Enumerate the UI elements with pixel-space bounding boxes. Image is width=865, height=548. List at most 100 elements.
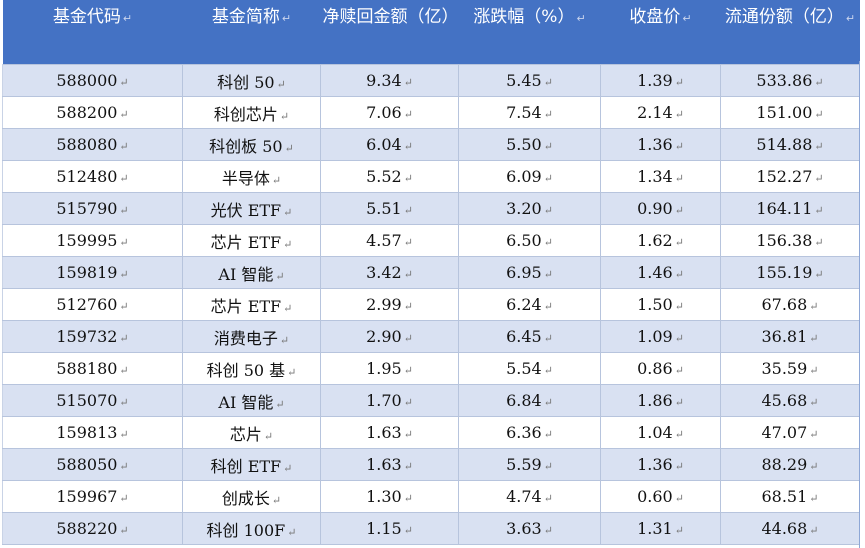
cell-shares: 156.38 ↵ — [720, 224, 860, 257]
cell-change-pct: 5.50 ↵ — [458, 128, 601, 161]
table-row: 588000 ↵ 科创 50 ↵ 9.34 ↵ 5.45 ↵ 1.39 ↵ 533.86 ↵ — [2, 64, 860, 97]
cell-net-redemption: 2.90 ↵ — [320, 320, 459, 353]
cell-name: AI 智能 ↵ — [182, 384, 321, 417]
cell-close-price: 1.36 ↵ — [600, 448, 721, 481]
cell-code: 588050 ↵ — [2, 448, 183, 481]
cell-name: 芯片 ETF ↵ — [182, 288, 321, 321]
cell-net-redemption: 1.95 ↵ — [320, 352, 459, 385]
table-row: 159995 ↵ 芯片 ETF ↵ 4.57 ↵ 6.50 ↵ 1.62 ↵ 156.38 ↵ — [2, 224, 860, 257]
cell-shares: 44.68 ↵ — [720, 512, 860, 545]
cell-close-price: 1.86 ↵ — [600, 384, 721, 417]
cell-shares: 533.86 ↵ — [720, 64, 860, 97]
cell-close-price: 1.34 ↵ — [600, 160, 721, 193]
column-header-name: 基金简称 ↵ — [182, 0, 321, 65]
table-row: 588220 ↵ 科创 100F ↵ 1.15 ↵ 3.63 ↵ 1.31 ↵ 44.68 ↵ — [2, 512, 860, 545]
cell-net-redemption: 2.99 ↵ — [320, 288, 459, 321]
table-row: 512480 ↵ 半导体 ↵ 5.52 ↵ 6.09 ↵ 1.34 ↵ 152.27 ↵ — [2, 160, 860, 193]
cell-close-price: 1.31 ↵ — [600, 512, 721, 545]
cell-name: 光伏 ETF ↵ — [182, 192, 321, 225]
cell-close-price: 1.39 ↵ — [600, 64, 721, 97]
cell-shares: 36.81 ↵ — [720, 320, 860, 353]
column-header-net-redemption: 净赎回金额（亿） — [320, 0, 459, 65]
cell-name: 科创 50 ↵ — [182, 64, 321, 97]
header-row: 基金代码 ↵ 基金简称 ↵ 净赎回金额（亿） 涨跌幅（%） ↵ 收盘价 ↵ 流通份额（亿… — [2, 0, 860, 65]
cell-change-pct: 6.84 ↵ — [458, 384, 601, 417]
column-header-close-price: 收盘价 ↵ — [600, 0, 721, 65]
cell-net-redemption: 1.63 ↵ — [320, 448, 459, 481]
table-row: 588050 ↵ 科创 ETF ↵ 1.63 ↵ 5.59 ↵ 1.36 ↵ 88.29 ↵ — [2, 448, 860, 481]
cell-change-pct: 6.24 ↵ — [458, 288, 601, 321]
cell-code: 159819 ↵ — [2, 256, 183, 289]
table-row: 588080 ↵ 科创板 50 ↵ 6.04 ↵ 5.50 ↵ 1.36 ↵ 514.88 ↵ — [2, 128, 860, 161]
cell-code: 159995 ↵ — [2, 224, 183, 257]
table-right-edge — [859, 61, 865, 548]
table-row: 515790 ↵ 光伏 ETF ↵ 5.51 ↵ 3.20 ↵ 0.90 ↵ 164.11 ↵ — [2, 192, 860, 225]
cell-shares: 68.51 ↵ — [720, 480, 860, 513]
cell-close-price: 1.46 ↵ — [600, 256, 721, 289]
cell-net-redemption: 7.06 ↵ — [320, 96, 459, 129]
cell-close-price: 1.62 ↵ — [600, 224, 721, 257]
column-header-change-pct: 涨跌幅（%） ↵ — [458, 0, 601, 65]
column-header-code: 基金代码 ↵ — [2, 0, 183, 65]
cell-code: 512480 ↵ — [2, 160, 183, 193]
table-row: 159819 ↵ AI 智能 ↵ 3.42 ↵ 6.95 ↵ 1.46 ↵ 155.19 ↵ — [2, 256, 860, 289]
cell-name: 半导体 ↵ — [182, 160, 321, 193]
table-row: 512760 ↵ 芯片 ETF ↵ 2.99 ↵ 6.24 ↵ 1.50 ↵ 67.68 ↵ — [2, 288, 860, 321]
cell-net-redemption: 1.15 ↵ — [320, 512, 459, 545]
cell-shares: 514.88 ↵ — [720, 128, 860, 161]
cell-shares: 88.29 ↵ — [720, 448, 860, 481]
cell-name: 消费电子 ↵ — [182, 320, 321, 353]
cell-close-price: 0.60 ↵ — [600, 480, 721, 513]
cell-change-pct: 7.54 ↵ — [458, 96, 601, 129]
cell-name: 芯片 ↵ — [182, 416, 321, 449]
cell-net-redemption: 5.52 ↵ — [320, 160, 459, 193]
cell-name: 科创 50 基 ↵ — [182, 352, 321, 385]
cell-shares: 35.59 ↵ — [720, 352, 860, 385]
cell-close-price: 0.86 ↵ — [600, 352, 721, 385]
cell-change-pct: 6.50 ↵ — [458, 224, 601, 257]
table-row: 588200 ↵ 科创芯片 ↵ 7.06 ↵ 7.54 ↵ 2.14 ↵ 151.00 ↵ — [2, 96, 860, 129]
table-row: 159732 ↵ 消费电子 ↵ 2.90 ↵ 6.45 ↵ 1.09 ↵ 36.81 ↵ — [2, 320, 860, 353]
cell-shares: 152.27 ↵ — [720, 160, 860, 193]
cell-shares: 155.19 ↵ — [720, 256, 860, 289]
cell-code: 515790 ↵ — [2, 192, 183, 225]
cell-change-pct: 6.95 ↵ — [458, 256, 601, 289]
cell-name: 科创 ETF ↵ — [182, 448, 321, 481]
table-row: 588180 ↵ 科创 50 基 ↵ 1.95 ↵ 5.54 ↵ 0.86 ↵ 35.59 ↵ — [2, 352, 860, 385]
cell-close-price: 1.04 ↵ — [600, 416, 721, 449]
cell-code: 512760 ↵ — [2, 288, 183, 321]
table-row: 159813 ↵ 芯片 ↵ 1.63 ↵ 6.36 ↵ 1.04 ↵ 47.07 ↵ — [2, 416, 860, 449]
cell-code: 159813 ↵ — [2, 416, 183, 449]
table-row: 515070 ↵ AI 智能 ↵ 1.70 ↵ 6.84 ↵ 1.86 ↵ 45.68 ↵ — [2, 384, 860, 417]
cell-shares: 45.68 ↵ — [720, 384, 860, 417]
cell-name: AI 智能 ↵ — [182, 256, 321, 289]
cell-net-redemption: 5.51 ↵ — [320, 192, 459, 225]
cell-name: 芯片 ETF ↵ — [182, 224, 321, 257]
column-header-shares: 流通份额（亿） ↵ — [720, 0, 860, 65]
cell-change-pct: 6.45 ↵ — [458, 320, 601, 353]
cell-change-pct: 5.59 ↵ — [458, 448, 601, 481]
cell-net-redemption: 1.63 ↵ — [320, 416, 459, 449]
cell-net-redemption: 3.42 ↵ — [320, 256, 459, 289]
cell-change-pct: 6.36 ↵ — [458, 416, 601, 449]
cell-code: 588000 ↵ — [2, 64, 183, 97]
cell-change-pct: 4.74 ↵ — [458, 480, 601, 513]
cell-shares: 67.68 ↵ — [720, 288, 860, 321]
cell-shares: 164.11 ↵ — [720, 192, 860, 225]
cell-name: 科创 100F ↵ — [182, 512, 321, 545]
cell-net-redemption: 4.57 ↵ — [320, 224, 459, 257]
cell-name: 科创板 50 ↵ — [182, 128, 321, 161]
cell-name: 创成长 ↵ — [182, 480, 321, 513]
cell-close-price: 0.90 ↵ — [600, 192, 721, 225]
cell-shares: 47.07 ↵ — [720, 416, 860, 449]
cell-shares: 151.00 ↵ — [720, 96, 860, 129]
cell-close-price: 2.14 ↵ — [600, 96, 721, 129]
cell-code: 159967 ↵ — [2, 480, 183, 513]
cell-code: 515070 ↵ — [2, 384, 183, 417]
cell-net-redemption: 6.04 ↵ — [320, 128, 459, 161]
cell-change-pct: 6.09 ↵ — [458, 160, 601, 193]
cell-net-redemption: 1.70 ↵ — [320, 384, 459, 417]
cell-change-pct: 5.54 ↵ — [458, 352, 601, 385]
cell-code: 588080 ↵ — [2, 128, 183, 161]
